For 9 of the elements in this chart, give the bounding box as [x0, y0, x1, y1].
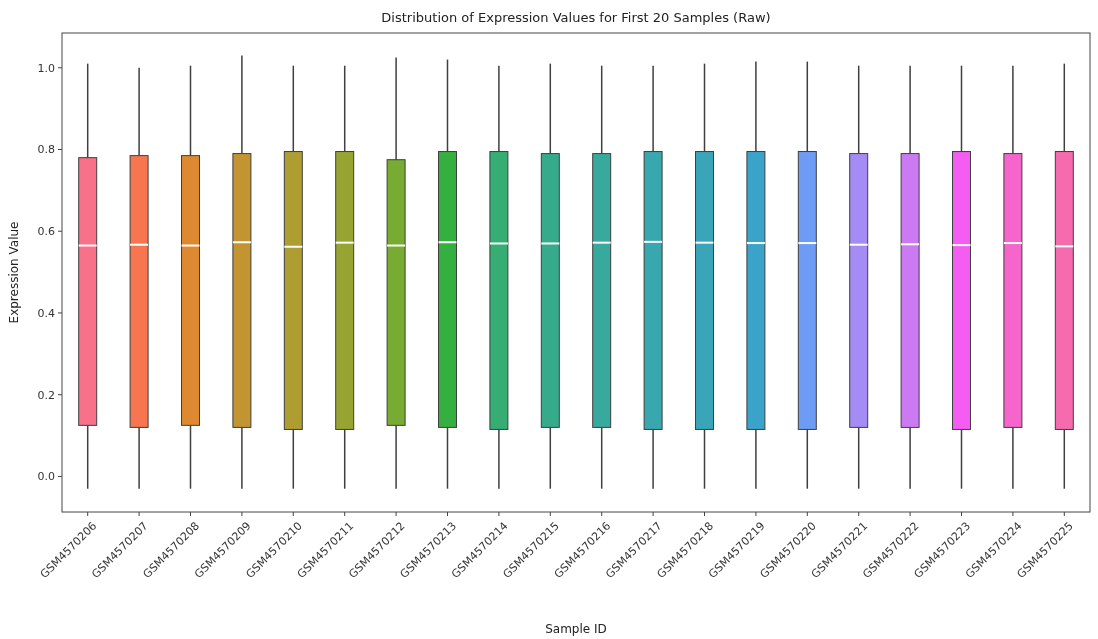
y-tick-label: 0.6 — [37, 225, 55, 239]
y-axis-title: Expression Value — [7, 221, 21, 324]
y-tick-label: 0.4 — [37, 306, 55, 320]
x-axis-title: Sample ID — [545, 622, 607, 636]
y-tick-label: 0.0 — [37, 470, 55, 484]
y-tick-label: 1.0 — [37, 61, 55, 75]
chart-title: Distribution of Expression Values for First 20 Samples (Raw) — [381, 10, 771, 25]
y-tick-label: 0.8 — [37, 143, 55, 157]
y-tick-label: 0.2 — [37, 388, 55, 402]
